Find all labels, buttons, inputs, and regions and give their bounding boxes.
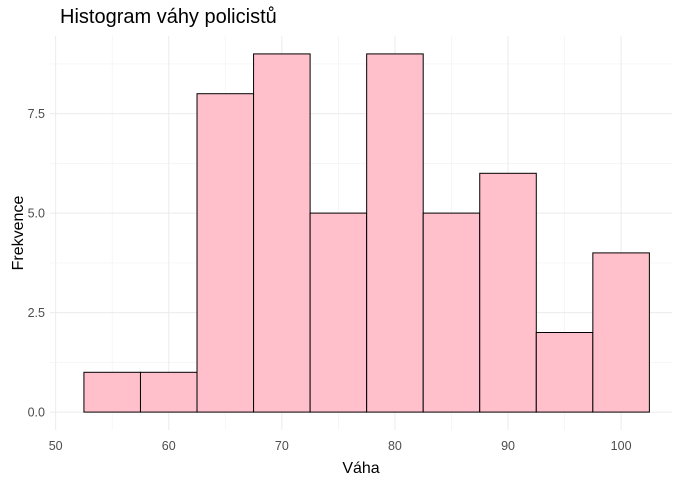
x-tick-label: 60 — [162, 439, 176, 453]
y-tick-label: 0.0 — [28, 406, 45, 420]
x-tick-label: 90 — [501, 439, 515, 453]
y-tick-label: 5.0 — [28, 207, 45, 221]
x-tick-label: 50 — [49, 439, 63, 453]
histogram-bar — [479, 172, 537, 413]
y-tick-label: 7.5 — [28, 107, 45, 121]
histogram-bar — [592, 252, 650, 413]
histogram-bar — [139, 371, 198, 413]
x-tick-label: 100 — [611, 439, 632, 453]
x-tick-label: 70 — [275, 439, 289, 453]
histogram-bar — [83, 371, 141, 413]
x-axis-title: Váha — [342, 460, 379, 477]
histogram-bar — [422, 212, 481, 413]
histogram-bar — [535, 331, 594, 413]
histogram-bar — [309, 212, 368, 413]
tick-labels-layer: 50 60 70 80 90 100 0.0 2.5 5.0 7.5 — [28, 107, 632, 453]
y-tick-label: 2.5 — [28, 306, 45, 320]
histogram-bar — [253, 53, 311, 413]
histogram-bar — [196, 93, 255, 413]
histogram-bar — [366, 53, 424, 413]
chart-title: Histogram váhy policistů — [60, 6, 277, 28]
y-axis-title: Frekvence — [10, 196, 27, 271]
x-tick-label: 80 — [388, 439, 402, 453]
bars-layer — [83, 53, 650, 413]
